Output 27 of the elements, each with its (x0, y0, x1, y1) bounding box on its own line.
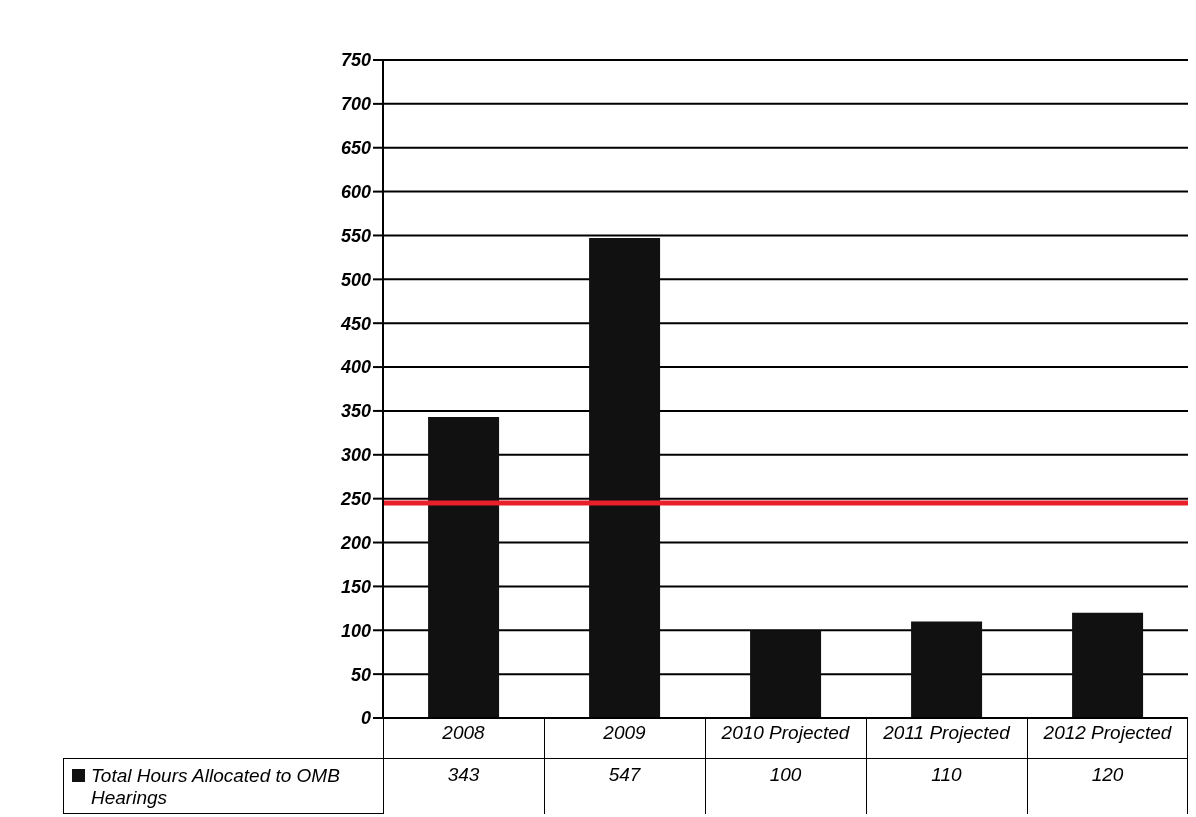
data-label: 100 (768, 764, 803, 786)
y-tick-label: 50 (350, 664, 371, 685)
data-label: 120 (1090, 764, 1125, 786)
y-tick-label: 750 (340, 50, 371, 71)
y-tick-label: 500 (340, 269, 371, 290)
data-label: 343 (446, 764, 481, 786)
y-tick-label: 100 (340, 620, 371, 641)
y-tick-label: 600 (340, 181, 371, 202)
y-tick-label: 400 (339, 357, 371, 378)
y-tick-label: 200 (339, 532, 371, 553)
y-tick-label: 700 (340, 94, 371, 115)
x-tick-label: 2012 Projected (1042, 722, 1173, 744)
legend-label: Total Hours Allocated to OMB Hearings (91, 765, 341, 809)
y-tick-label: 550 (340, 225, 371, 246)
x-tick-label: 2008 (441, 722, 486, 744)
y-tick-label: 250 (339, 489, 371, 510)
data-label: 547 (607, 764, 642, 786)
y-tick-label: 0 (360, 708, 371, 729)
x-tick-label: 2010 Projected (720, 722, 851, 744)
data-label: 110 (930, 764, 963, 786)
x-tick-label: 2011 Projected (882, 722, 1012, 744)
y-tick-label: 650 (340, 138, 371, 159)
y-tick-label: 450 (339, 313, 371, 334)
y-tick-label: 300 (340, 445, 371, 466)
y-tick-label: 350 (340, 401, 371, 422)
x-tick-label: 2009 (602, 722, 647, 744)
y-tick-label: 150 (340, 576, 371, 597)
